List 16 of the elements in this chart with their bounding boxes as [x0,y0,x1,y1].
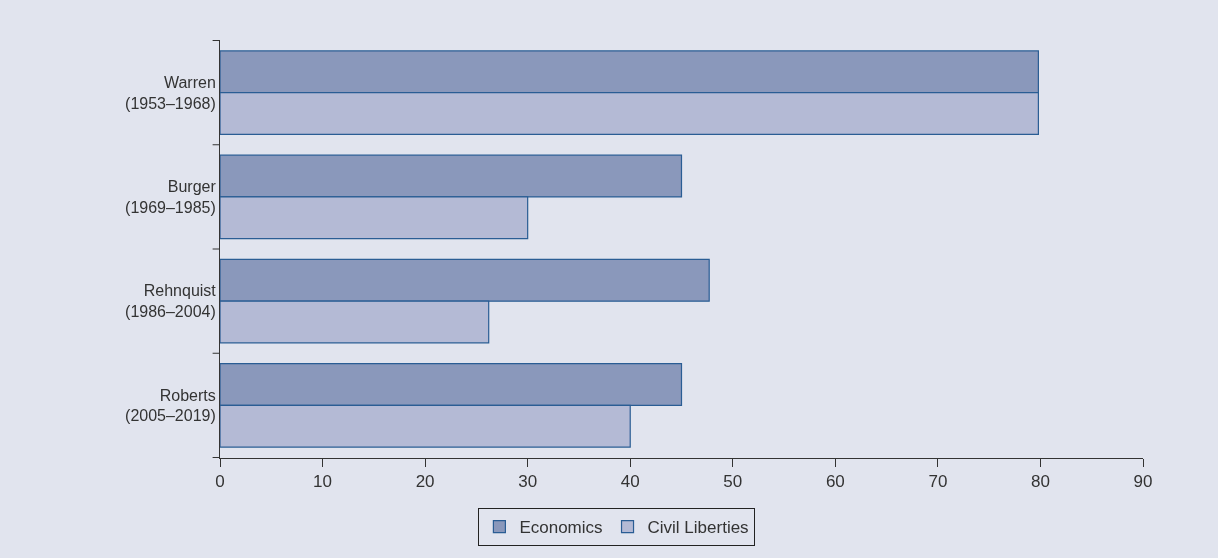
y-tick-label: Warren (1953–1968) [125,73,216,112]
x-tick-label: 50 [723,472,743,492]
legend-label: Economics [519,518,603,538]
legend-label: Civil Liberties [647,518,749,538]
x-tick-label: 90 [1133,472,1153,492]
x-tick-label: 40 [620,472,640,492]
x-tick-label: 0 [215,472,225,492]
x-tick-label: 10 [313,472,333,492]
x-tick-label: 70 [928,472,948,492]
y-tick-label: Roberts (2005–2019) [125,386,216,425]
y-tick-label: Rehnquist (1986–2004) [125,282,217,321]
x-tick-label: 80 [1030,472,1050,492]
x-tick-label: 30 [518,472,538,492]
x-tick-label: 60 [825,472,845,492]
x-tick-label: 20 [415,472,435,492]
y-tick-label: Burger (1969–1985) [125,178,217,216]
